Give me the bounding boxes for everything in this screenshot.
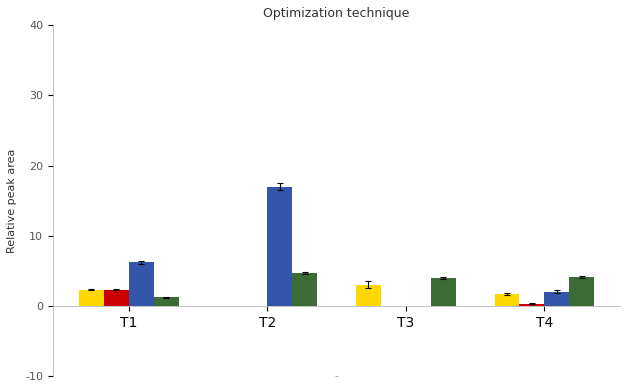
Bar — [129, 263, 154, 306]
Bar — [292, 273, 317, 306]
Y-axis label: Relative peak area: Relative peak area — [7, 149, 17, 253]
Bar — [431, 278, 456, 306]
Bar — [356, 285, 381, 306]
Bar — [79, 290, 103, 306]
Bar — [569, 277, 594, 306]
Bar — [103, 290, 129, 306]
Bar — [267, 187, 292, 306]
Bar — [519, 304, 544, 306]
Text: -: - — [335, 371, 339, 381]
Bar — [495, 294, 519, 306]
Bar — [544, 292, 569, 306]
Bar — [154, 298, 179, 306]
Title: Optimization technique: Optimization technique — [263, 7, 409, 20]
